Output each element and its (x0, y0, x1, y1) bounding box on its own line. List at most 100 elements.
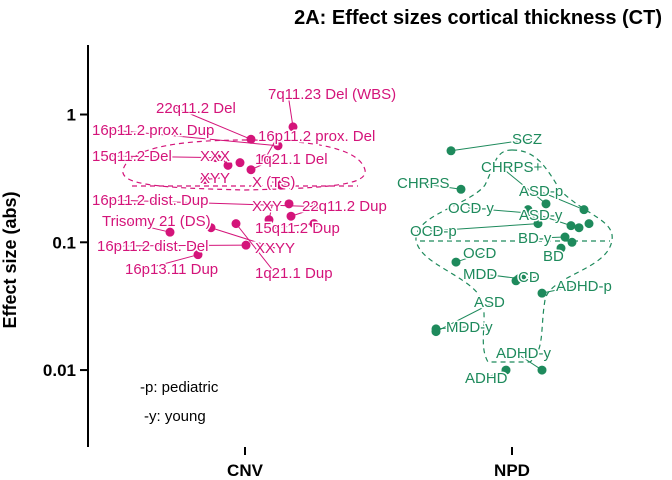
point-label-halo: OCD-p (410, 223, 457, 240)
point-label-halo: 16p13.11 Dup (125, 261, 218, 278)
point-label: 16p11.2 dist. Dup (92, 192, 208, 209)
point-label: CHRPS+ (481, 159, 543, 176)
point-label-halo: 15q11.2 Del (92, 148, 172, 165)
point-label-halo: 7q11.23 Del (WBS) (268, 86, 396, 103)
point-label-halo: 1q21.1 Del (255, 151, 328, 168)
point-label: 22q11.2 Del (156, 100, 236, 117)
point-label-halo: BD (543, 248, 564, 265)
data-point (241, 240, 251, 250)
point-label: 7q11.23 Del (WBS) (268, 86, 396, 103)
data-point (288, 122, 298, 132)
point-label: ASD (474, 294, 505, 311)
leader-line (111, 155, 217, 159)
chart-title: 2A: Effect sizes cortical thickness (CT) (294, 7, 662, 29)
data-point (584, 219, 594, 229)
data-point (566, 221, 576, 231)
data-point (286, 211, 296, 221)
point-label: XXY (252, 198, 282, 215)
point-label: MDD-y (446, 319, 493, 336)
leader-line (538, 190, 585, 211)
point-label: MDD (463, 266, 497, 283)
point-label-halo: ADHD-y (496, 345, 551, 362)
point-label: 16p11.2 prox. Del (258, 128, 375, 145)
x-categories: CNV NPD (227, 447, 530, 480)
leader-line (416, 182, 462, 190)
leader-line (455, 252, 484, 263)
data-point (451, 257, 461, 267)
data-point (511, 276, 521, 286)
data-point (165, 227, 175, 237)
leader-line (500, 166, 547, 205)
point-label-halo: XXX (200, 148, 230, 165)
leader-line (287, 93, 294, 127)
point-label-halo: SCZ (512, 131, 542, 148)
leader-line (435, 301, 495, 333)
data-point (273, 141, 283, 151)
violin-npd (415, 149, 613, 363)
violin-cnv (122, 139, 366, 191)
data-point (311, 202, 321, 212)
data-point (533, 219, 543, 229)
point-label-halo: ASD-p (519, 183, 563, 200)
data-point (276, 180, 286, 190)
leader-line (175, 107, 252, 140)
data-point (260, 154, 270, 164)
leader-line (467, 207, 528, 214)
point-label: 16p11.2 prox. Dup (92, 122, 214, 139)
point-label: ASD-p (519, 183, 563, 200)
y-tick-label: 0.01 (43, 361, 76, 380)
point-label-halo: OCD (463, 245, 497, 262)
point-label-halo: 1q21.1 Dup (255, 265, 333, 282)
point-label-halo: ADHD (465, 370, 508, 387)
data-point (246, 165, 256, 175)
point-label-halo: XXY (252, 198, 282, 215)
point-label-halo: XYY (200, 170, 230, 187)
data-point (284, 199, 294, 209)
data-point (556, 243, 566, 253)
leader-line (144, 254, 199, 270)
data-point (193, 250, 203, 260)
data-point (532, 211, 542, 221)
point-label: OCD (463, 245, 497, 262)
leader-line (235, 223, 276, 274)
data-point (223, 160, 233, 170)
point-label: Trisomy 21 (DS) (102, 213, 211, 230)
point-label-halo: MDD-y (446, 319, 493, 336)
point-label-halo: BD-y (518, 230, 552, 247)
data-point (231, 219, 241, 229)
note-young: -y: young (144, 408, 206, 425)
point-label-halo: ASD (474, 294, 505, 311)
point-label: SCZ (512, 131, 542, 148)
data-point (446, 146, 456, 156)
leader-line (210, 227, 276, 249)
point-label: OCD-y (448, 200, 494, 217)
data-point (200, 175, 210, 185)
point-label-halo: CHRPS (397, 175, 450, 192)
data-point (235, 158, 245, 168)
point-label: XXX (200, 148, 230, 165)
leader-line (515, 352, 543, 371)
point-label: 15q11.2 Del (92, 148, 172, 165)
point-labels: 7q11.23 Del (WBS)7q11.23 Del (WBS)22q11.… (91, 85, 614, 389)
data-point (206, 223, 216, 233)
point-label-halo: 22q11.2 Del (156, 100, 236, 117)
data-point (537, 365, 547, 375)
data-point (211, 153, 221, 163)
y-axis-label: Effect size (abs) (0, 191, 20, 328)
point-label-halo: 22q11.2 Dup (302, 198, 387, 215)
leader-line (116, 244, 247, 247)
point-label-halo: Trisomy 21 (DS) (102, 213, 211, 230)
point-label-halo: ASD-y (519, 207, 563, 224)
point-label-halo: 16p11.2 dist. Dup (92, 192, 208, 209)
y-ticks: 0.01 0.1 1 (43, 106, 88, 380)
point-label-halo: MDD (463, 266, 497, 283)
point-label: OCD-p (410, 223, 457, 240)
point-label-halo: CD (518, 269, 540, 286)
data-point (567, 237, 577, 247)
data-point (537, 288, 547, 298)
point-label: CD (518, 269, 540, 286)
data-points (165, 122, 594, 375)
x-category-label: CNV (227, 461, 264, 480)
leader-line (274, 223, 315, 229)
point-label-halo: 16p11.2 dist. Del (97, 238, 208, 255)
